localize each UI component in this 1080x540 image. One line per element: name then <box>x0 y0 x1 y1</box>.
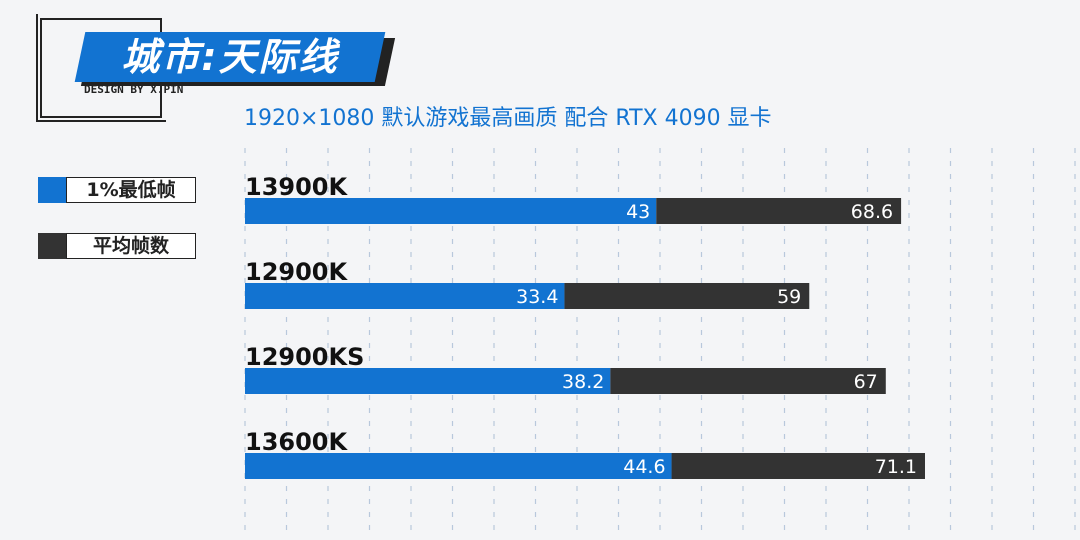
chart-subtitle: 1920×1080 默认游戏最高画质 配合 RTX 4090 显卡 <box>244 106 772 131</box>
legend-label-low: 1%最低帧 <box>66 177 196 203</box>
value-label-avg: 67 <box>854 371 878 393</box>
bar-avg <box>564 283 810 309</box>
bar-low <box>245 368 611 394</box>
category-label: 13600K <box>245 428 348 456</box>
category-label: 13900K <box>245 173 348 201</box>
category-label: 12900K <box>245 258 348 286</box>
bar-low <box>245 283 565 309</box>
value-label-low: 33.4 <box>516 286 558 308</box>
designer-credit: DESIGN BY X.PIN <box>84 83 184 96</box>
bar-avg <box>671 453 925 479</box>
value-label-low: 43 <box>626 201 650 223</box>
bar-avg <box>610 368 886 394</box>
value-label-avg: 68.6 <box>851 201 893 223</box>
legend-swatch-avg <box>38 233 66 259</box>
value-label-avg: 71.1 <box>875 456 917 478</box>
legend-label-avg: 平均帧数 <box>66 233 196 259</box>
bar-low <box>245 453 672 479</box>
legend-swatch-low <box>38 177 66 203</box>
category-label: 12900KS <box>245 343 364 371</box>
value-label-low: 44.6 <box>623 456 665 478</box>
title-frame-outer <box>36 14 166 122</box>
value-label-low: 38.2 <box>562 371 604 393</box>
value-label-avg: 59 <box>777 286 801 308</box>
chart-title: 城市:天际线 <box>121 35 339 79</box>
bar-low <box>245 198 657 224</box>
bar-avg <box>656 198 902 224</box>
